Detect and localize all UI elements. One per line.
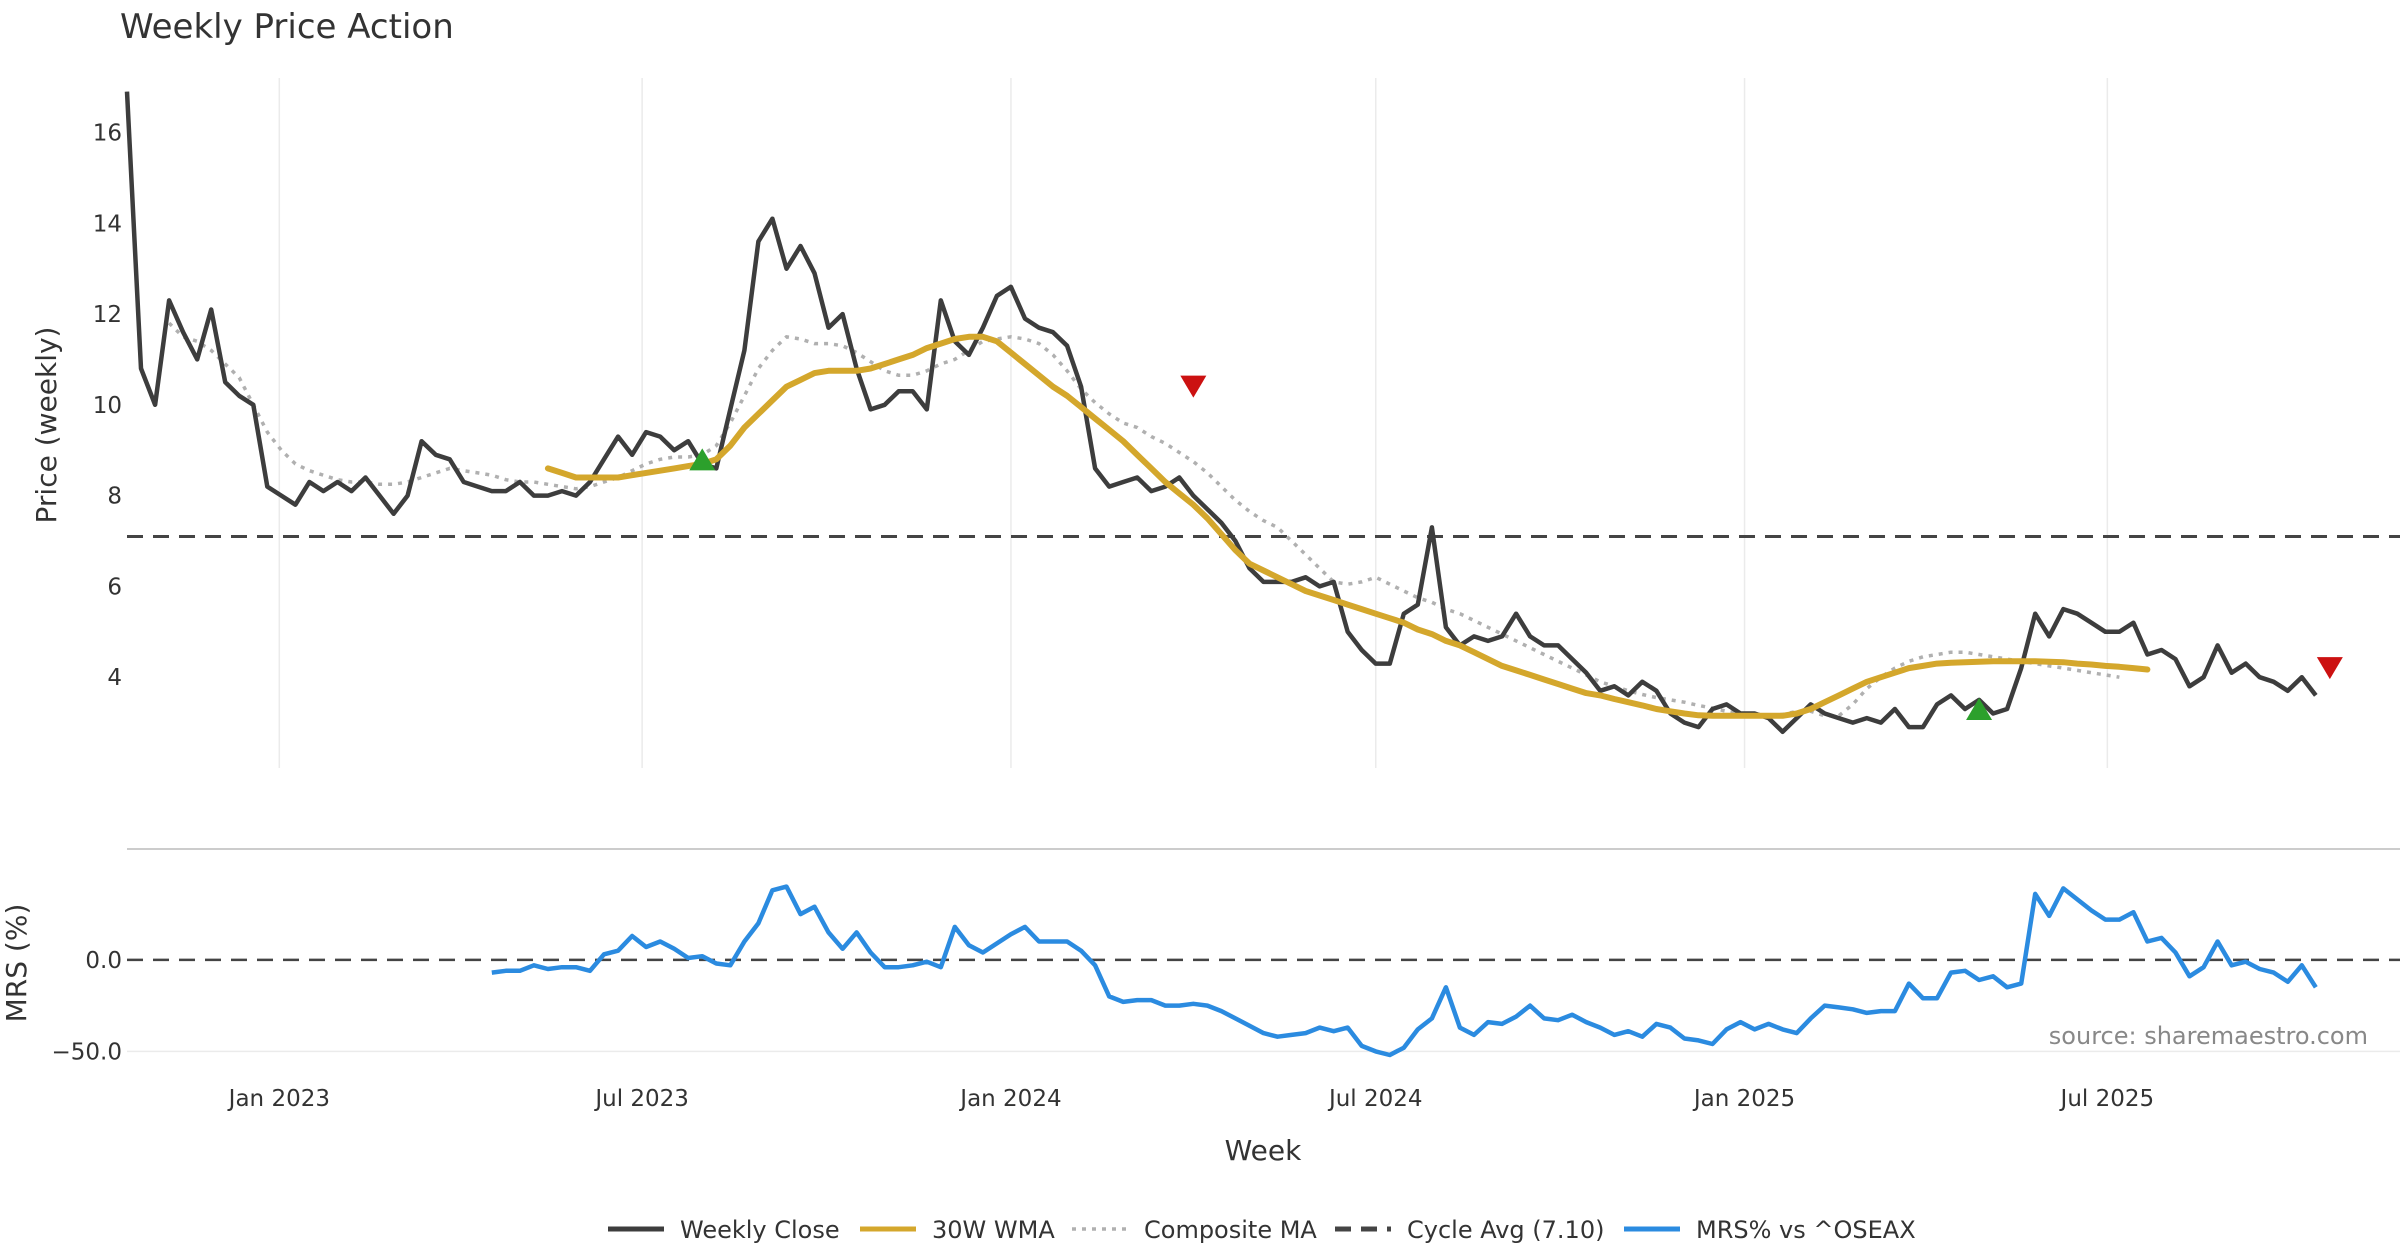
legend-label: Cycle Avg (7.10)	[1407, 1216, 1604, 1244]
legend-item: MRS% vs ^OSEAX	[1624, 1216, 1916, 1244]
price-panel: 4 6 8 10 12 14 16	[93, 91, 2400, 734]
legend: Weekly Close 30W WMA Composite MA Cycle Avg…	[608, 1216, 1916, 1244]
price-y-tick-label: 14	[93, 211, 122, 237]
weekly-close-line	[124, 91, 2318, 734]
sell-signal-marker	[1180, 375, 1207, 398]
legend-label: MRS% vs ^OSEAX	[1696, 1216, 1916, 1244]
price-y-tick-label: 6	[107, 574, 122, 600]
x-tick-label: Jan 2024	[958, 1086, 1061, 1112]
legend-label: 30W WMA	[932, 1216, 1055, 1244]
mrs-y-tick-label: −50.0	[52, 1039, 122, 1065]
price-y-tick-label: 12	[93, 302, 122, 328]
mrs-line	[491, 884, 2318, 1058]
mrs-y-tick-label: 0.0	[85, 948, 122, 974]
buy-signal-marker	[689, 448, 716, 471]
sell-signal-marker	[2316, 657, 2343, 680]
x-tick-label: Jul 2025	[2059, 1086, 2155, 1112]
price-y-label: Price (weekly)	[30, 327, 63, 524]
buy-signal-marker	[1966, 697, 1993, 720]
grid	[278, 78, 2109, 768]
price-y-tick-label: 16	[93, 120, 122, 146]
legend-item: 30W WMA	[860, 1216, 1055, 1244]
wma-30w-line	[544, 333, 2151, 719]
chart-title: Weekly Price Action	[120, 7, 454, 47]
source-note: source: sharemaestro.com	[2049, 1022, 2368, 1050]
x-tick-label: Jul 2024	[1327, 1086, 1423, 1112]
legend-label: Weekly Close	[680, 1216, 840, 1244]
price-y-tick-label: 8	[107, 484, 122, 510]
legend-item: Composite MA	[1072, 1216, 1317, 1244]
x-tick-label: Jul 2023	[593, 1086, 689, 1112]
x-axis-label: Week	[1225, 1134, 1302, 1167]
mrs-y-label: MRS (%)	[0, 904, 33, 1023]
price-y-tick-label: 10	[93, 393, 122, 419]
price-y-tick-label: 4	[107, 665, 122, 691]
legend-item: Weekly Close	[608, 1216, 840, 1244]
legend-label: Composite MA	[1144, 1216, 1317, 1244]
mrs-panel: 0.0 −50.0	[52, 848, 2400, 1065]
x-tick-label: Jan 2023	[227, 1086, 330, 1112]
composite-ma-line	[167, 321, 2120, 718]
x-axis: Jan 2023 Jul 2023 Jan 2024 Jul 2024 Jan 2025…	[227, 1086, 2154, 1112]
x-tick-label: Jan 2025	[1692, 1086, 1795, 1112]
legend-item: Cycle Avg (7.10)	[1335, 1216, 1604, 1244]
